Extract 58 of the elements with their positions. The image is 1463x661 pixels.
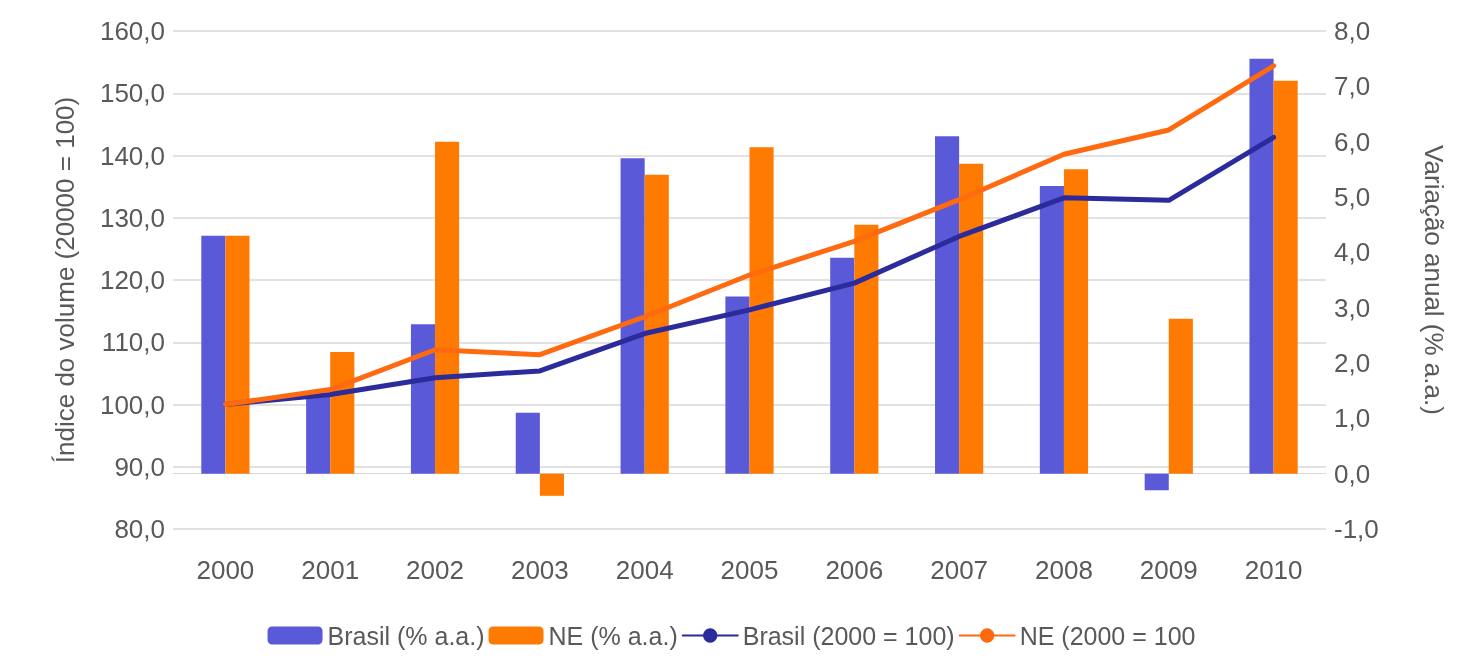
bar: [225, 235, 250, 474]
y2-tick-label: 2,0: [1334, 348, 1371, 378]
x-tick-label: 2004: [615, 555, 674, 585]
bar: [1144, 473, 1169, 491]
y2-tick-label: 4,0: [1334, 237, 1371, 268]
bar: [644, 174, 669, 474]
y-tick-label: 120,0: [99, 265, 165, 295]
x-tick-label: 2005: [720, 555, 779, 585]
y2-tick-label: 5,0: [1334, 182, 1371, 212]
legend-label: Brasil (2000 = 100): [742, 621, 955, 650]
legend-label: NE (% a.a.): [548, 621, 678, 650]
x-tick-label: 2000: [196, 555, 255, 585]
y-tick-label: 140,0: [99, 140, 165, 171]
y-tick-label: 110,0: [101, 327, 165, 358]
y-tick-label: 80,0: [114, 514, 165, 544]
y2-tick-label: 3,0: [1334, 292, 1371, 323]
y2-tick-label: 1,0: [1334, 403, 1371, 434]
bar: [330, 351, 355, 474]
x-tick-label: 2010: [1244, 555, 1303, 585]
bar: [620, 158, 645, 474]
y2-tick-label: 6,0: [1334, 126, 1371, 157]
x-tick-label: 2002: [406, 555, 464, 585]
y2-axis-title: Variação anual (% a.a.): [1419, 145, 1449, 415]
bar: [935, 136, 960, 474]
bar: [749, 147, 774, 474]
x-tick-label: 2001: [301, 555, 360, 585]
bar: [1168, 318, 1193, 474]
bar: [1039, 185, 1064, 474]
bar: [515, 412, 540, 474]
y-tick-label: 150,0: [99, 78, 165, 109]
legend-label: Brasil (% a.a.): [327, 621, 485, 650]
legend-label: NE (2000 = 100: [1019, 621, 1196, 650]
x-tick-label: 2009: [1139, 555, 1198, 585]
bar: [830, 257, 855, 474]
bar: [725, 296, 750, 474]
bar: [959, 163, 984, 474]
bar: [1249, 58, 1274, 474]
bar: [306, 396, 331, 474]
y-tick-label: 90,0: [114, 451, 165, 482]
x-tick-label: 2006: [825, 555, 884, 585]
bar: [1273, 80, 1298, 474]
y2-tick-label: 8,0: [1334, 16, 1371, 46]
bar: [854, 224, 879, 474]
x-tick-label: 2008: [1035, 555, 1093, 585]
y-tick-label: 100,0: [99, 389, 165, 420]
bar: [201, 235, 226, 474]
y2-tick-label: -1,0: [1334, 514, 1379, 544]
y-axis-title: Índice do volume (20000 = 100): [50, 96, 80, 464]
bar: [539, 473, 564, 496]
bar: [410, 324, 436, 474]
x-tick-label: 2003: [510, 555, 569, 585]
y2-tick-label: 0,0: [1334, 458, 1371, 489]
bar: [435, 141, 460, 474]
bar: [1063, 169, 1089, 474]
y-tick-label: 160,0: [99, 16, 165, 46]
y2-tick-label: 7,0: [1334, 71, 1371, 102]
x-tick-label: 2007: [930, 555, 989, 585]
y-tick-label: 130,0: [99, 202, 165, 233]
